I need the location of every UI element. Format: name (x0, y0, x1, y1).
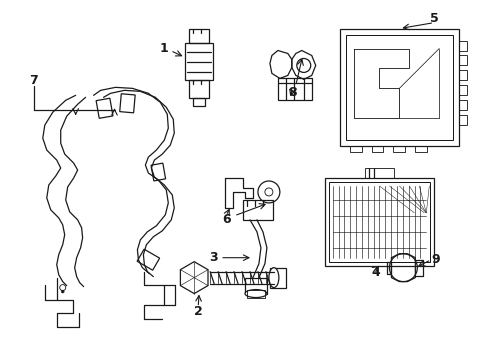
Bar (339, 28, 458, 146)
Bar (458, 85, 466, 95)
Bar (189, 28, 209, 42)
Text: 9: 9 (430, 253, 439, 266)
Bar (349, 146, 361, 152)
Bar (243, 200, 272, 220)
Bar (185, 42, 213, 80)
Bar (458, 71, 466, 80)
Bar (324, 178, 433, 266)
Text: 3: 3 (209, 251, 218, 264)
Text: 4: 4 (370, 266, 379, 279)
Circle shape (61, 290, 64, 293)
Text: 7: 7 (29, 74, 38, 87)
Bar (345, 35, 452, 140)
Text: 6: 6 (221, 213, 230, 226)
Bar (458, 41, 466, 50)
Bar (328, 182, 429, 262)
Bar (120, 94, 135, 113)
Bar (371, 146, 383, 152)
Bar (414, 146, 427, 152)
Text: 2: 2 (193, 305, 202, 318)
Ellipse shape (268, 268, 278, 288)
Bar (393, 146, 405, 152)
Bar (269, 268, 285, 288)
Text: 8: 8 (288, 86, 297, 99)
Bar (277, 78, 311, 100)
Text: 1: 1 (159, 42, 168, 55)
Bar (151, 163, 165, 181)
Bar (458, 115, 466, 125)
Bar (458, 100, 466, 110)
Bar (193, 98, 205, 106)
Ellipse shape (244, 289, 266, 298)
Bar (244, 278, 266, 293)
Bar (189, 80, 209, 98)
Text: 5: 5 (429, 12, 438, 25)
Bar (246, 289, 264, 298)
Bar (458, 55, 466, 66)
Bar (364, 168, 394, 178)
Bar (96, 98, 113, 118)
Bar (137, 249, 159, 270)
